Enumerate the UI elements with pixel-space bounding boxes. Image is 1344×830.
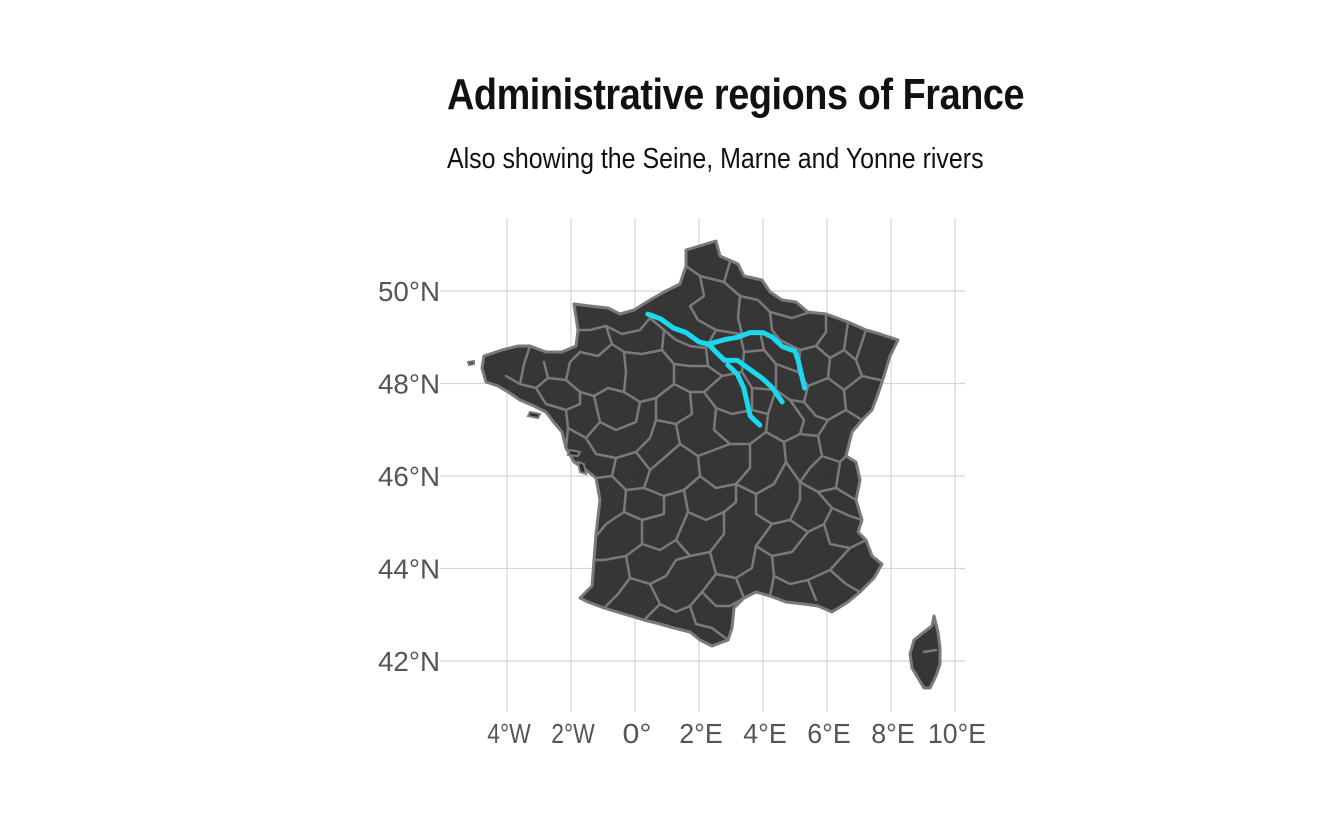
lat-tick-label: 46°N xyxy=(378,461,440,492)
lon-tick-label: 6°E xyxy=(807,718,851,749)
lon-tick-label: 2°E xyxy=(679,718,723,749)
lon-tick-label: 4°W xyxy=(487,718,531,749)
lon-tick-label: 10°E xyxy=(928,718,986,749)
france-land xyxy=(468,241,940,688)
island-ile-doleron xyxy=(578,462,586,474)
lat-tick-label: 50°N xyxy=(378,276,440,307)
lat-tick-label: 42°N xyxy=(378,646,440,677)
island-belle-ile xyxy=(528,412,540,418)
lon-tick-label: 2°W xyxy=(551,718,595,749)
lon-tick-label: 0° xyxy=(623,718,652,749)
island-ouessant xyxy=(468,361,474,365)
lon-tick-label: 4°E xyxy=(743,718,787,749)
lon-tick-label: 8°E xyxy=(871,718,915,749)
island-ile-de-re xyxy=(568,450,580,456)
lat-tick-label: 48°N xyxy=(378,369,440,400)
lat-tick-label: 44°N xyxy=(378,554,440,585)
mainland-france xyxy=(482,241,898,646)
